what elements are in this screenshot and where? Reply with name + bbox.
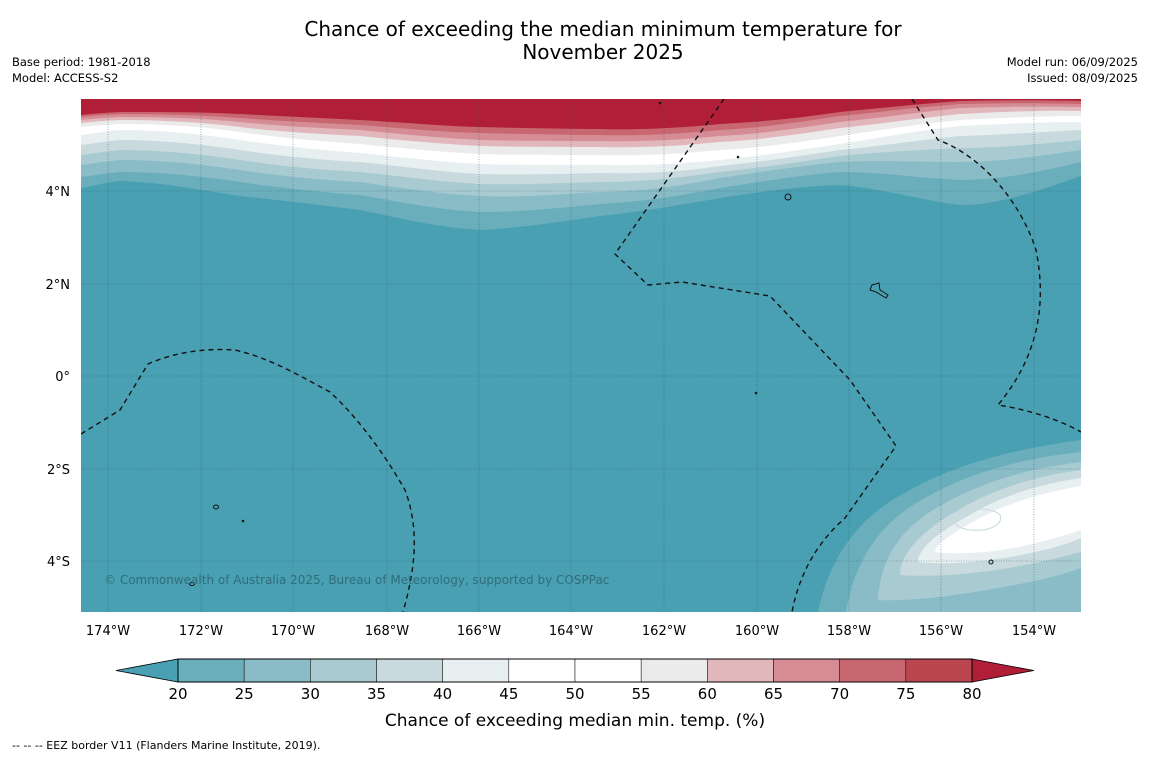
lon-label-4: 166°W	[457, 624, 501, 639]
base-period: Base period: 1981-2018	[12, 55, 151, 69]
lon-label-5: 164°W	[549, 624, 593, 639]
lon-label-1: 172°W	[179, 624, 223, 639]
latitude-labels: 4°N 2°N 0° 2°S 4°S	[46, 185, 71, 570]
meta-right: Model run: 06/09/2025 Issued: 08/09/2025	[1007, 54, 1138, 86]
meta-left: Base period: 1981-2018 Model: ACCESS-S2	[12, 54, 151, 86]
colorbar-swatch-6	[574, 658, 642, 683]
island-f	[736, 155, 740, 159]
colorbar-swatch-8	[707, 658, 774, 683]
lon-label-10: 154°W	[1012, 624, 1056, 639]
island-e	[988, 559, 994, 565]
island-a	[784, 193, 792, 201]
colorbar-swatch-11	[905, 658, 973, 683]
title-line-1: Chance of exceeding the median minimum t…	[304, 17, 902, 41]
lat-label-3: 2°S	[47, 463, 70, 478]
lon-label-2: 170°W	[271, 624, 315, 639]
colorbar-frame	[177, 658, 973, 683]
island-g	[658, 101, 662, 105]
colorbar-tick-80: 80	[962, 685, 981, 703]
probability-contours	[81, 99, 1081, 612]
colorbar-tick-65: 65	[764, 685, 783, 703]
colorbar-tick-70: 70	[830, 685, 849, 703]
lon-label-3: 168°W	[365, 624, 409, 639]
colorbar-extend-high	[971, 658, 1035, 683]
colorbar-swatch-1	[243, 658, 311, 683]
lat-label-1: 2°N	[46, 278, 71, 293]
island-d	[189, 582, 195, 586]
lat-label-4: 4°S	[47, 555, 70, 570]
title-line-2: November 2025	[522, 40, 684, 64]
colorbar-tick-45: 45	[499, 685, 518, 703]
eez-border-west	[81, 348, 415, 612]
lon-label-7: 160°W	[735, 624, 779, 639]
colorbar-tick-55: 55	[632, 685, 651, 703]
colorbar-tick-35: 35	[367, 685, 386, 703]
colorbar-swatch-0	[177, 658, 245, 683]
colorbar-extend-low	[115, 658, 179, 683]
lon-label-8: 158°W	[827, 624, 871, 639]
issued-date: Issued: 08/09/2025	[1027, 71, 1138, 85]
colorbar-tick-75: 75	[896, 685, 915, 703]
map-title: Chance of exceeding the median minimum t…	[0, 18, 1150, 64]
colorbar-swatch-4	[442, 658, 510, 683]
longitude-labels: 174°W 172°W 170°W 168°W 166°W 164°W 162°W 160°W…	[86, 624, 1056, 639]
eez-border-central	[614, 99, 897, 612]
colorbar-swatch-9	[773, 658, 840, 683]
island-c	[213, 504, 219, 510]
model-name: Model: ACCESS-S2	[12, 71, 119, 85]
colorbar-tick-60: 60	[698, 685, 717, 703]
colorbar-swatch-7	[640, 658, 708, 683]
lat-label-2: 0°	[55, 370, 70, 385]
lat-label-0: 4°N	[46, 185, 71, 200]
colorbar-swatch-5	[508, 658, 576, 683]
colorbar: 20 25 30 35 40 45 50 55 60 65 70 75 80	[115, 658, 1035, 703]
colorbar-swatch-3	[376, 658, 443, 683]
colorbar-swatch-10	[839, 658, 907, 683]
colorbar-tick-20: 20	[168, 685, 187, 703]
lon-label-9: 156°W	[919, 624, 963, 639]
model-run: Model run: 06/09/2025	[1006, 55, 1138, 69]
lon-label-6: 162°W	[642, 624, 686, 639]
colorbar-swatch-2	[310, 658, 377, 683]
contour-se-55	[955, 508, 1002, 531]
colorbar-tick-25: 25	[235, 685, 254, 703]
graticule	[81, 99, 1081, 612]
island-h	[241, 519, 245, 523]
contour-se-50	[935, 486, 1081, 554]
eez-footnote: -- -- -- EEZ border V11 (Flanders Marine…	[12, 739, 321, 752]
colorbar-tick-40: 40	[433, 685, 452, 703]
contour-north-80	[81, 99, 1081, 130]
colorbar-tick-50: 50	[565, 685, 584, 703]
eez-borders	[81, 99, 1081, 612]
eez-border-east	[911, 99, 1081, 433]
colorbar-label: Chance of exceeding median min. temp. (%…	[385, 711, 765, 731]
colorbar-tick-30: 30	[301, 685, 320, 703]
island-i	[754, 391, 758, 395]
copyright-text: © Commonwealth of Australia 2025, Bureau…	[104, 573, 609, 587]
lon-label-0: 174°W	[86, 624, 130, 639]
